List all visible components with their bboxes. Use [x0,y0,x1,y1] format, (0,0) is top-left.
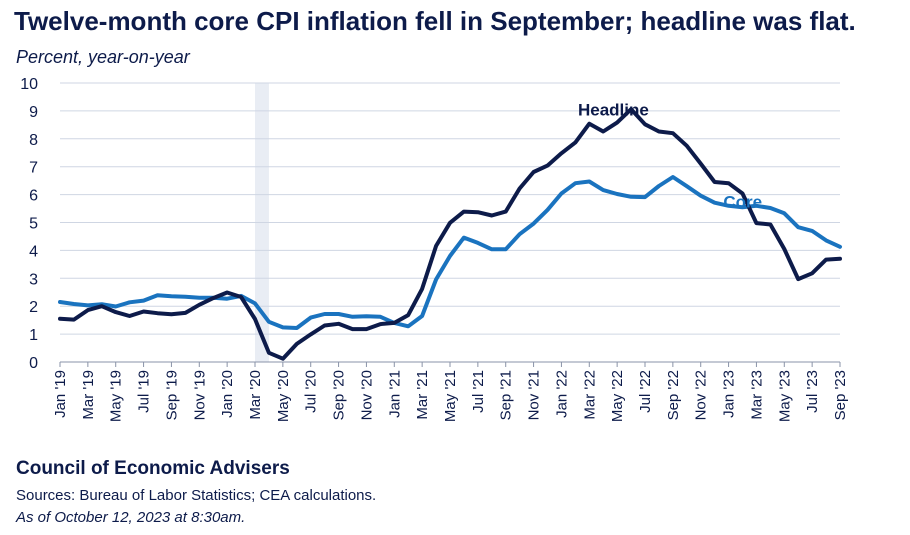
y-tick-label: 6 [29,188,38,205]
x-tick-label: Mar '20 [247,370,264,420]
x-tick-label: Nov '19 [191,370,208,420]
x-tick-label: Sep '19 [163,370,180,420]
x-axis-ticks: Jan '19 Mar '19 May '19 Jul '19 Sep '19 Nov '… [52,362,849,422]
x-tick-label: Mar '22 [581,370,598,420]
x-tick-label: May '22 [609,370,626,422]
x-tick-label: May '23 [776,370,793,422]
x-tick-label: Nov '22 [693,370,710,420]
x-tick-label: May '21 [442,370,459,422]
x-tick-label: May '20 [275,370,292,422]
x-tick-label: Mar '21 [414,370,431,420]
series-line-core [58,175,842,330]
y-tick-label: 2 [29,299,38,316]
y-axis-unit-label: Percent, year-on-year [16,47,190,67]
x-tick-label: Jul '19 [136,370,153,413]
x-tick-label: Jan '20 [219,370,236,418]
as-of-date: As of October 12, 2023 at 8:30am. [16,509,246,526]
x-tick-label: Nov '21 [526,370,543,420]
series-label-headline: Headline [578,100,649,119]
x-tick-label: Sep '21 [498,370,515,420]
y-tick-label: 4 [29,243,38,260]
series-line-headline [58,107,842,361]
organization-name: Council of Economic Advisers [16,458,290,479]
x-tick-label: Jul '20 [303,370,320,413]
x-tick-label: Jul '21 [470,370,487,413]
x-tick-label: Sep '22 [665,370,682,420]
x-tick-label: Jan '22 [553,370,570,418]
y-tick-label: 7 [29,160,38,177]
y-axis-ticks: 0 1 2 3 4 5 6 7 8 9 10 [20,76,38,372]
y-tick-label: 1 [29,327,38,344]
series-labels: Headline Core [578,100,762,211]
chart-title: Twelve-month core CPI inflation fell in … [14,6,856,36]
x-tick-label: Sep '23 [832,370,849,420]
y-tick-label: 5 [29,216,38,233]
sources-note: Sources: Bureau of Labor Statistics; CEA… [16,487,377,504]
x-tick-label: Nov '20 [358,370,375,420]
x-tick-label: Jul '23 [804,370,821,413]
y-tick-label: 10 [20,76,38,93]
x-tick-label: Jan '21 [386,370,403,418]
series-label-core: Core [723,193,762,212]
y-tick-label: 0 [29,355,38,372]
gridlines [60,82,840,363]
y-tick-label: 8 [29,132,38,149]
series-lines [58,107,842,361]
x-tick-label: Sep '20 [331,370,348,420]
x-tick-label: Mar '23 [748,370,765,420]
x-tick-label: May '19 [108,370,125,422]
x-tick-label: Jan '23 [721,370,738,418]
x-tick-label: Jan '19 [52,370,69,418]
y-tick-label: 3 [29,271,38,288]
x-tick-label: Mar '19 [80,370,97,420]
cpi-line-chart: 0 1 2 3 4 5 6 7 8 9 10 Jan '19 Mar '19 May '19 Jul '1… [20,76,849,422]
y-tick-label: 9 [29,104,38,121]
x-tick-label: Jul '22 [637,370,654,413]
